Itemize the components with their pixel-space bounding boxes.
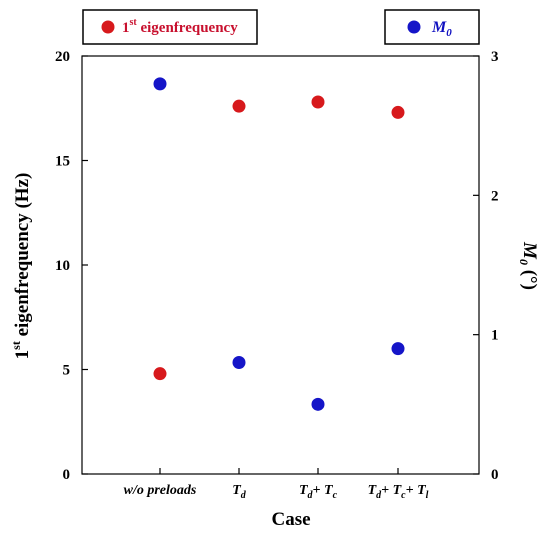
m0-point [391,342,405,356]
legend: 1st eigenfrequency M0 [82,9,480,45]
x-tick-label: Td+ Tc+ Tl [368,483,429,501]
left-y-tick-label: 10 [55,258,70,274]
left-y-tick-label: 0 [63,467,71,483]
right-y-tick-label: 1 [491,328,499,344]
m0-point [311,397,325,411]
right-axis-title: M0 (°) [517,241,540,290]
data-points-layer [153,77,405,411]
legend-box-m0 [384,9,480,45]
eigenfrequency-point [311,95,325,109]
left-y-tick-label: 15 [55,154,70,170]
eigenfrequency-point [391,105,405,119]
left-y-tick-label: 20 [55,49,70,65]
left-axis-title: 1st eigenfrequency (Hz) [9,173,33,360]
right-y-tick-label: 2 [491,188,499,204]
right-y-tick-label: 3 [491,49,499,65]
m0-point [232,356,246,370]
x-tick-label: Td+ Tc [299,483,338,501]
legend-marker-m0 [407,20,421,34]
left-y-tick-label: 5 [63,363,71,379]
m0-point [153,77,167,91]
legend-label-m0: M0 [431,19,452,39]
x-tick-label: Td [232,483,247,501]
plot-frame [81,55,480,475]
ticks-layer [82,55,479,475]
category-labels-layer: w/o preloads Td Td+ Tc Td+ Tc+ Tl [124,483,429,501]
eigenfrequency-point [153,367,167,381]
legend-box-eigenfrequency [82,9,258,45]
eigenfrequency-point [232,99,246,113]
legend-marker-eigenfrequency [101,20,115,34]
x-tick-label: w/o preloads [124,483,197,498]
right-y-tick-label: 0 [491,467,499,483]
legend-label-eigenfrequency: 1st eigenfrequency [122,17,238,36]
tick-labels-layer: 0 5 10 15 20 0 1 2 3 [55,49,499,483]
x-axis-title: Case [271,509,310,530]
